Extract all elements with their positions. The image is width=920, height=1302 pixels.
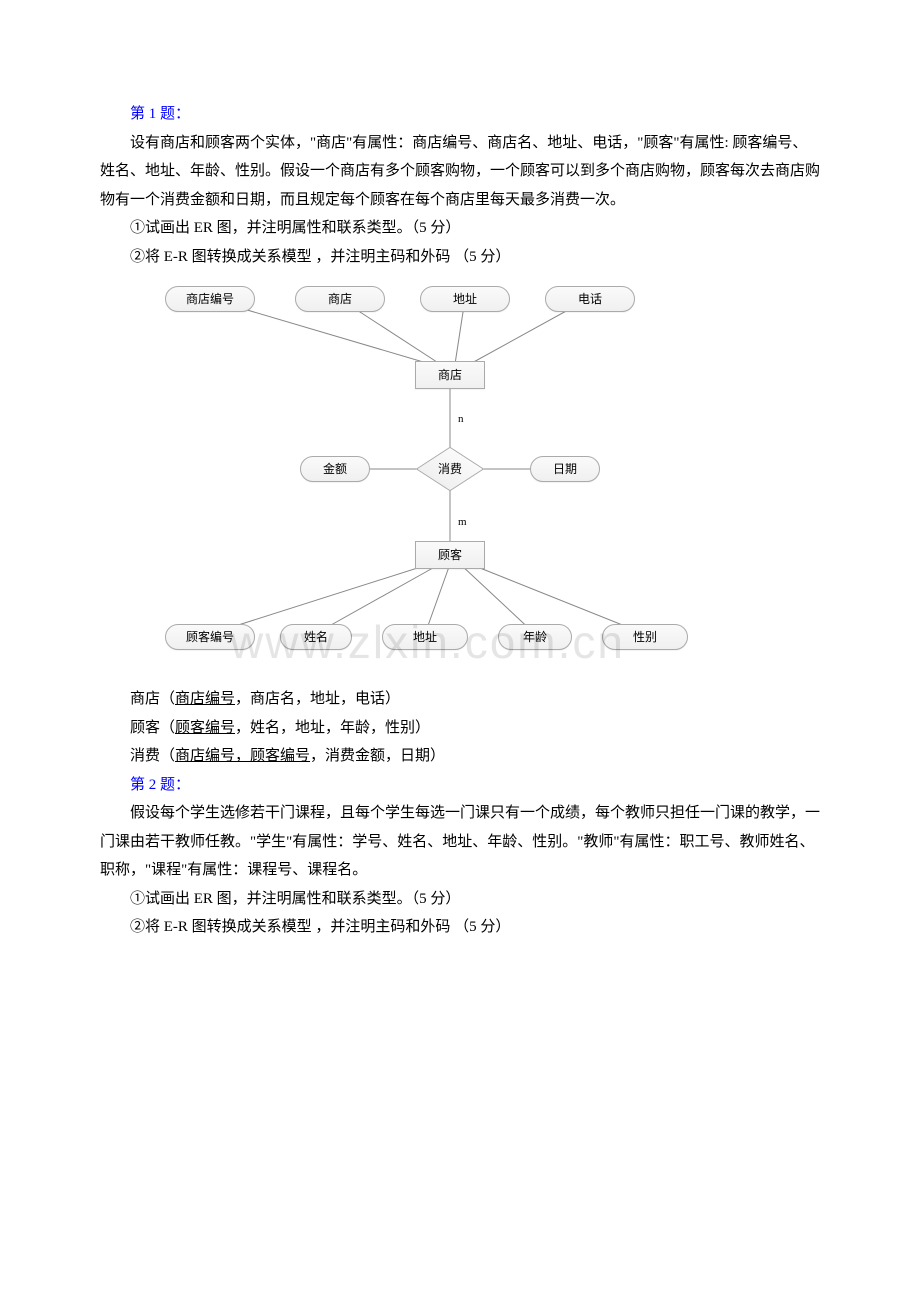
schema-customer: 顾客（顾客编号，姓名，地址，年龄，性别） <box>100 714 820 743</box>
schema-store-u: 商店编号 <box>175 691 235 707</box>
attr-date: 日期 <box>530 456 600 482</box>
relation-consume: 消费 <box>420 449 480 489</box>
attr-store-id: 商店编号 <box>165 286 255 312</box>
relation-consume-label: 消费 <box>420 449 480 489</box>
schema-customer-u: 顾客编号 <box>175 720 235 736</box>
er-diagram: 商店编号 商店 地址 电话 商店 n 消费 金额 日期 m 顾客 顾客编号 姓名… <box>150 279 710 659</box>
attr-address2: 地址 <box>382 624 468 650</box>
q2-p1: 假设每个学生选修若干门课程，且每个学生每选一门课只有一个成绩，每个教师只担任一门… <box>100 799 820 885</box>
attr-name: 姓名 <box>280 624 352 650</box>
attr-cust-id: 顾客编号 <box>165 624 255 650</box>
q1-p1: 设有商店和顾客两个实体，"商店"有属性：商店编号、商店名、地址、电话，"顾客"有… <box>100 129 820 215</box>
attr-address: 地址 <box>420 286 510 312</box>
card-m: m <box>458 512 467 533</box>
entity-store: 商店 <box>415 361 485 389</box>
schema-store: 商店（商店编号，商店名，地址，电话） <box>100 685 820 714</box>
schema-store-b: ，商店名，地址，电话） <box>235 691 400 707</box>
attr-store-name: 商店 <box>295 286 385 312</box>
schema-customer-b: ，姓名，地址，年龄，性别） <box>235 720 430 736</box>
attr-gender: 性别 <box>602 624 688 650</box>
schema-customer-a: 顾客（ <box>130 720 175 736</box>
entity-customer: 顾客 <box>415 541 485 569</box>
card-n: n <box>458 409 464 430</box>
q1-title: 第 1 题： <box>100 100 820 129</box>
schema-consume-a: 消费（ <box>130 748 175 764</box>
q2-p3: ②将 E-R 图转换成关系模型 ，并注明主码和外码 （5 分） <box>100 913 820 942</box>
q2-p2: ①试画出 ER 图，并注明属性和联系类型。（5 分） <box>100 885 820 914</box>
schema-consume-u: 商店编号，顾客编号 <box>175 748 310 764</box>
attr-amount: 金额 <box>300 456 370 482</box>
schema-consume-b: ，消费金额，日期） <box>310 748 445 764</box>
schema-consume: 消费（商店编号，顾客编号，消费金额，日期） <box>100 742 820 771</box>
schema-store-a: 商店（ <box>130 691 175 707</box>
attr-age: 年龄 <box>498 624 572 650</box>
q1-p3: ②将 E-R 图转换成关系模型 ，并注明主码和外码 （5 分） <box>100 243 820 272</box>
q1-p2: ①试画出 ER 图，并注明属性和联系类型。（5 分） <box>100 214 820 243</box>
q2-title: 第 2 题： <box>100 771 820 800</box>
attr-phone: 电话 <box>545 286 635 312</box>
